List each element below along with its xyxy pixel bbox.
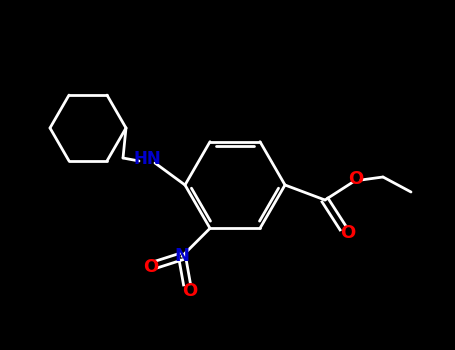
Text: O: O [182,282,197,300]
Text: O: O [143,258,159,276]
Text: O: O [340,224,356,242]
Text: N: N [175,247,189,265]
Text: O: O [349,170,364,188]
Text: HN: HN [133,150,161,168]
